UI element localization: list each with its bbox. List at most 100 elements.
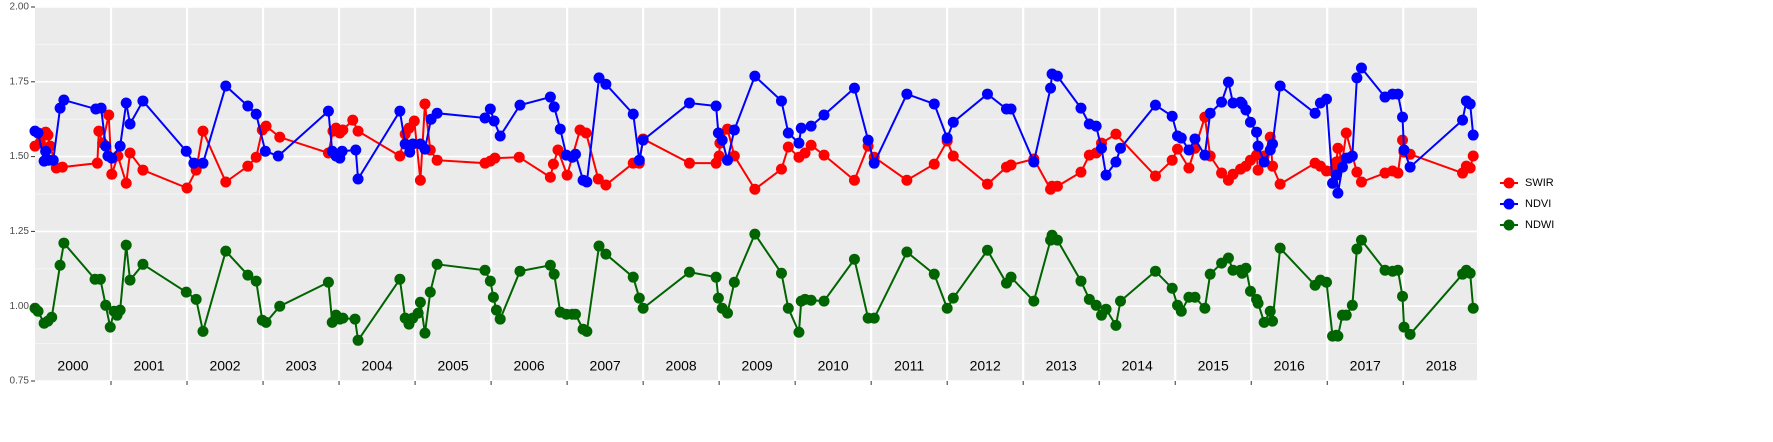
data-point	[710, 100, 722, 112]
data-point	[58, 94, 70, 106]
data-point	[1252, 297, 1264, 309]
year-label: 2018	[1426, 358, 1457, 374]
data-point	[419, 98, 431, 110]
data-point	[337, 124, 349, 136]
data-point	[580, 127, 592, 139]
data-point	[1320, 93, 1332, 105]
data-point	[782, 127, 794, 139]
data-point	[868, 312, 880, 324]
data-point	[1330, 169, 1342, 181]
data-point	[848, 253, 860, 265]
y-tick-label: 0.75	[10, 376, 30, 387]
data-point	[1166, 282, 1178, 294]
data-point	[1244, 116, 1256, 128]
data-point	[728, 124, 740, 136]
data-point	[220, 245, 232, 257]
data-point	[1274, 80, 1286, 92]
data-point	[120, 97, 132, 109]
legend-label: NDVI	[1525, 198, 1551, 210]
data-point	[928, 98, 940, 110]
data-point	[1309, 107, 1321, 119]
data-point	[581, 176, 593, 188]
data-point	[1355, 234, 1367, 246]
data-point	[941, 132, 953, 144]
data-point	[818, 109, 830, 121]
legend-swatch	[1503, 219, 1515, 231]
data-point	[1028, 295, 1040, 307]
data-point	[600, 248, 612, 260]
data-point	[479, 264, 491, 276]
data-point	[242, 269, 254, 281]
data-point	[124, 118, 136, 130]
data-point	[848, 174, 860, 186]
data-point	[1392, 167, 1404, 179]
data-point	[637, 302, 649, 314]
data-point	[1252, 164, 1264, 176]
data-point	[633, 292, 645, 304]
data-point	[431, 258, 443, 270]
year-label: 2004	[361, 358, 392, 374]
data-point	[250, 151, 262, 163]
data-point	[1100, 303, 1112, 315]
data-point	[544, 259, 556, 271]
data-point	[1216, 167, 1228, 179]
data-point	[114, 140, 126, 152]
data-point	[1332, 330, 1344, 342]
data-point	[100, 140, 112, 152]
data-point	[552, 144, 564, 156]
year-label: 2006	[514, 358, 545, 374]
data-point	[1404, 328, 1416, 340]
data-point	[1095, 142, 1107, 154]
data-point	[350, 144, 362, 156]
data-point	[514, 265, 526, 277]
data-point	[795, 122, 807, 134]
data-point	[352, 334, 364, 346]
data-point	[56, 161, 68, 173]
year-label: 2010	[818, 358, 849, 374]
data-point	[274, 300, 286, 312]
data-point	[197, 157, 209, 169]
data-point	[100, 299, 112, 311]
data-point	[94, 273, 106, 285]
data-point	[848, 82, 860, 94]
data-point	[1240, 104, 1252, 116]
data-point	[1199, 149, 1211, 161]
legend-swatch	[1503, 198, 1515, 210]
data-point	[901, 174, 913, 186]
data-point	[91, 157, 103, 169]
data-point	[947, 292, 959, 304]
data-point	[782, 141, 794, 153]
data-point	[627, 271, 639, 283]
year-label: 2013	[1046, 358, 1077, 374]
data-point	[782, 302, 794, 314]
data-point	[124, 274, 136, 286]
data-point	[1051, 70, 1063, 82]
data-point	[394, 150, 406, 162]
data-point	[250, 108, 262, 120]
data-point	[488, 115, 500, 127]
data-point	[1189, 291, 1201, 303]
data-point	[1075, 166, 1087, 178]
data-point	[431, 107, 443, 119]
data-point	[1264, 305, 1276, 317]
year-label: 2011	[894, 358, 924, 374]
y-tick-label: 1.25	[10, 226, 30, 237]
data-point	[272, 150, 284, 162]
data-point	[1075, 275, 1087, 287]
data-point	[93, 125, 105, 137]
data-point	[1149, 99, 1161, 111]
year-label: 2003	[285, 358, 316, 374]
data-point	[1183, 144, 1195, 156]
data-point	[1267, 315, 1279, 327]
data-point	[124, 147, 136, 159]
data-point	[47, 154, 59, 166]
data-point	[1397, 134, 1409, 146]
data-point	[941, 302, 953, 314]
data-point	[818, 149, 830, 161]
data-point	[548, 101, 560, 113]
y-tick-label: 1.00	[10, 301, 30, 312]
data-point	[1336, 161, 1348, 173]
data-point	[805, 120, 817, 132]
data-point	[352, 125, 364, 137]
data-point	[414, 296, 426, 308]
